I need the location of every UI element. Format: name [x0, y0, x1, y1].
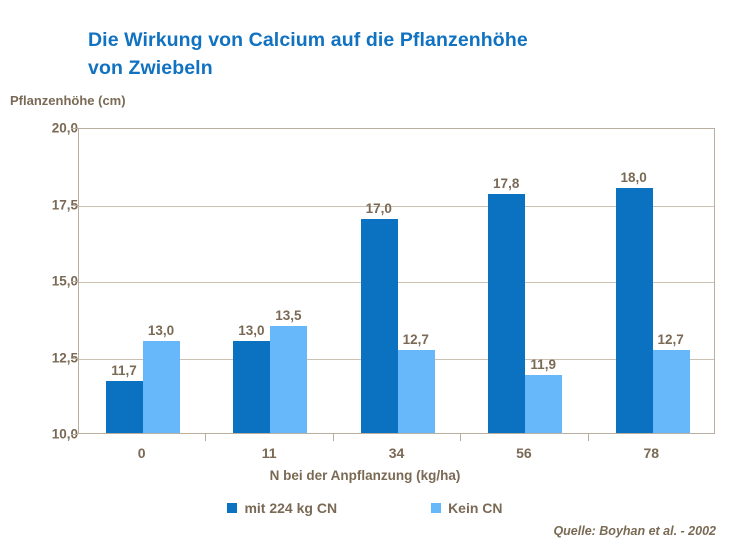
legend-label: Kein CN: [448, 500, 503, 516]
bar-group: 17,0 12,7: [334, 129, 461, 433]
plot-area: 11,7 13,0 13,0 13,5 17,0 12,7 17,8 11,9 18,0 12,7: [78, 128, 715, 434]
bar[interactable]: [360, 218, 398, 433]
x-tick-label: 34: [388, 445, 405, 461]
y-tick-mark: [71, 204, 78, 206]
x-tick-label: 56: [516, 445, 532, 461]
bar[interactable]: [488, 194, 526, 433]
x-tick-label: 78: [643, 445, 660, 461]
bar-value-label: 13,5: [275, 307, 302, 323]
bar-value-label: 17,0: [365, 200, 392, 216]
bar-value-label: 18,0: [620, 170, 647, 186]
y-tick-label: 10,0: [51, 426, 78, 442]
chart-legend: mit 224 kg CN Kein CN: [0, 500, 730, 516]
bar-group: 11,7 13,0: [79, 129, 206, 433]
y-axis-ticks: 10,0 12,5 15,0 17,5 20,0: [0, 0, 78, 548]
bar-value-label: 11,7: [111, 362, 137, 378]
legend-swatch-icon: [227, 503, 238, 513]
bar[interactable]: [525, 374, 563, 433]
legend-label: mit 224 kg CN: [244, 500, 338, 516]
y-tick-mark: [71, 128, 78, 129]
bar-value-label: 12,7: [657, 332, 684, 348]
bar[interactable]: [106, 380, 143, 433]
x-tick-mark: [587, 434, 589, 441]
bar-value-label: 13,0: [147, 323, 175, 339]
legend-swatch-icon: [431, 503, 442, 513]
bar-value-label: 17,8: [493, 176, 520, 192]
bar-value-label: 12,7: [402, 332, 429, 348]
bar-group: 13,0 13,5: [206, 129, 333, 433]
bar[interactable]: [652, 350, 690, 433]
legend-item[interactable]: mit 224 kg CN: [227, 500, 337, 516]
y-tick-mark: [71, 281, 78, 282]
source-note: Quelle: Boyhan et al. - 2002: [553, 524, 716, 538]
bar-group: 18,0 12,7: [589, 129, 716, 433]
x-tick-mark: [460, 434, 462, 441]
chart-title-line-1: Die Wirkung von Calcium auf die Pflanzen…: [88, 29, 528, 51]
y-tick-label: 17,5: [51, 197, 78, 212]
bar-value-label: 11,9: [530, 356, 556, 372]
x-tick-mark: [205, 434, 207, 441]
y-tick-label: 12,5: [51, 350, 78, 365]
bar[interactable]: [233, 341, 271, 433]
y-tick-mark: [71, 434, 78, 435]
bar-group: 17,8 11,9: [461, 129, 588, 433]
x-axis-title: N bei der Anpflanzung (kg/ha): [269, 468, 461, 483]
bar[interactable]: [270, 325, 308, 433]
bar[interactable]: [615, 188, 653, 433]
bar[interactable]: [143, 341, 180, 433]
bar[interactable]: [397, 350, 435, 433]
gridline: [79, 205, 714, 207]
y-tick-label: 20,0: [51, 120, 78, 136]
chart-title: Die Wirkung von Calcium auf die Pflanzen…: [88, 26, 688, 83]
x-axis-ticks: 0 11 34 56 78: [78, 434, 715, 474]
y-axis-title: Pflanzenhöhe (cm): [10, 93, 126, 108]
legend-item[interactable]: Kein CN: [431, 500, 503, 516]
x-tick-label: 0: [137, 445, 146, 461]
y-tick-label: 15,0: [51, 273, 78, 289]
y-tick-mark: [71, 357, 78, 359]
chart-title-line-2: von Zwiebeln: [88, 57, 213, 80]
x-tick-label: 11: [261, 445, 277, 461]
bar-value-label: 13,0: [238, 323, 265, 339]
x-tick-mark: [332, 434, 334, 441]
